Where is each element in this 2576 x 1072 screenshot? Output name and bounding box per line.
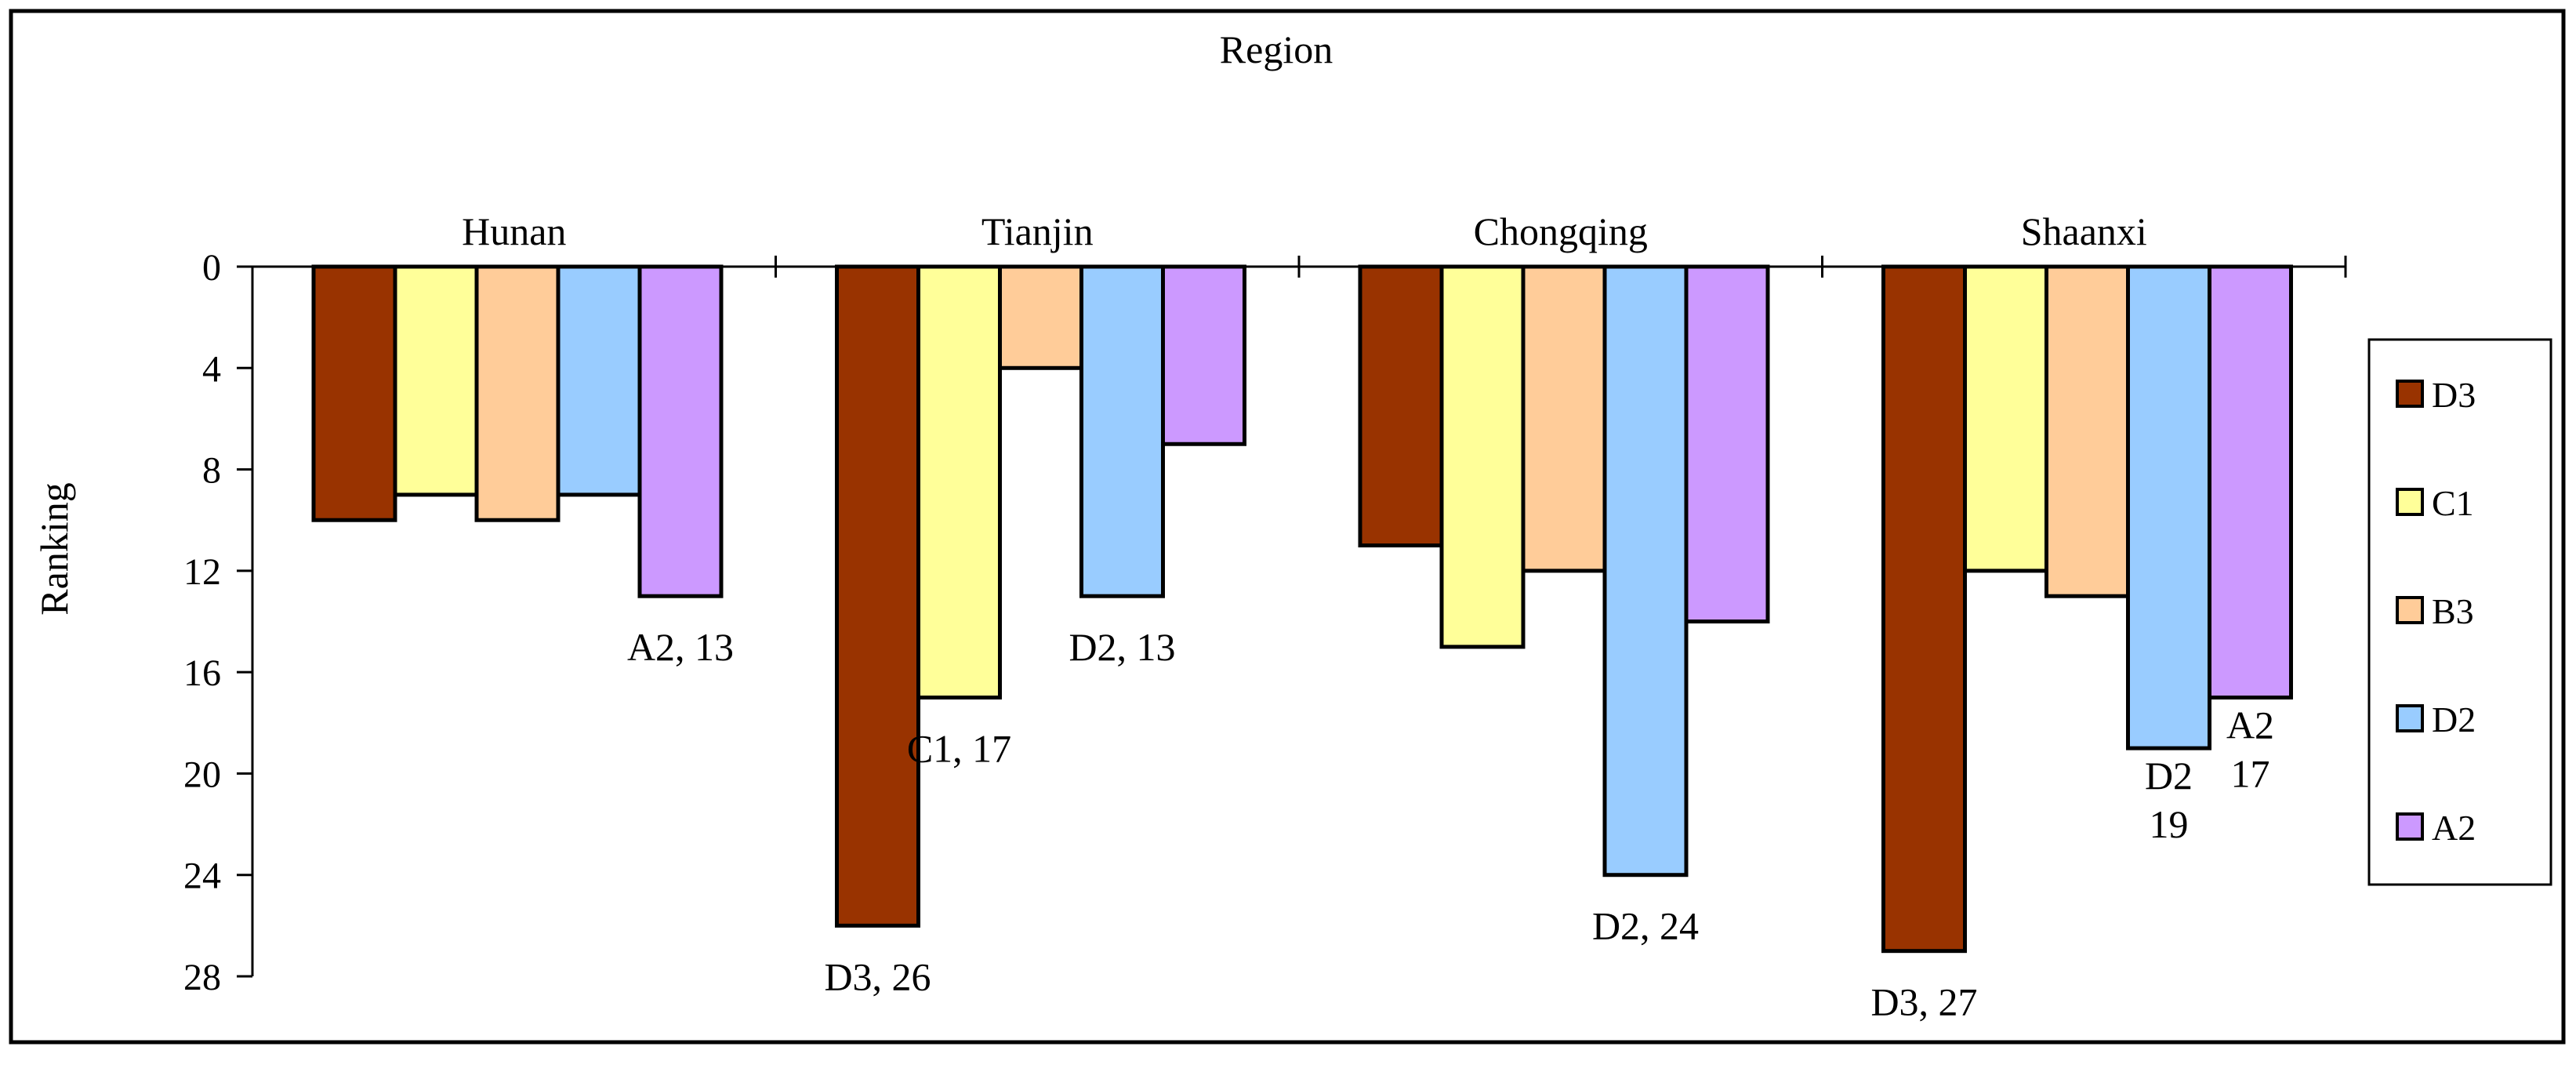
legend-label-b3: B3 xyxy=(2432,591,2474,631)
legend-swatch-b3 xyxy=(2396,596,2424,624)
category-label-hunan: Hunan xyxy=(462,209,566,253)
bar-shaanxi-d3 xyxy=(1881,264,1967,954)
legend-label-a2: A2 xyxy=(2432,808,2476,848)
bar-hunan-d2 xyxy=(556,264,642,497)
data-label-chongqing-d2: D2, 24 xyxy=(1592,904,1699,948)
data-label-shaanxi-a2: A2 17 xyxy=(2226,703,2274,795)
legend-label-d3: D3 xyxy=(2432,375,2476,415)
chart-title: Region xyxy=(1220,27,1333,71)
y-tick-label: 0 xyxy=(202,247,221,289)
legend-swatch-d3 xyxy=(2396,380,2424,408)
data-labels: A2, 13 D3, 26 C1, 17 D2, 13 D2, 24 D3, 27 D2 19… xyxy=(627,625,2274,1024)
legend-label-c1: C1 xyxy=(2432,483,2474,523)
bar-chongqing-d2 xyxy=(1602,264,1689,878)
category-label-chongqing: Chongqing xyxy=(1474,209,1648,253)
axes: 0 4 8 12 16 20 24 28 xyxy=(183,247,2347,998)
legend-label-d2: D2 xyxy=(2432,700,2476,739)
bar-chongqing-b3 xyxy=(1521,264,1607,573)
data-label-tianjin-d3: D3, 26 xyxy=(824,954,931,998)
y-axis-label: Ranking xyxy=(32,482,76,615)
y-tick-label: 4 xyxy=(202,348,221,390)
bar-hunan-c1 xyxy=(393,264,479,497)
y-tick-label: 28 xyxy=(183,957,221,998)
category-labels: Hunan Tianjin Chongqing Shaanxi xyxy=(462,209,2147,253)
legend-swatch-d2 xyxy=(2396,704,2424,732)
y-tick-label: 16 xyxy=(183,652,221,694)
y-tick-label: 8 xyxy=(202,450,221,492)
data-label-tianjin-c1: C1, 17 xyxy=(907,726,1011,770)
bars xyxy=(311,264,2293,954)
bar-hunan-a2 xyxy=(637,264,724,598)
bar-chongqing-c1 xyxy=(1439,264,1526,649)
bar-tianjin-a2 xyxy=(1161,264,1246,446)
category-label-shaanxi: Shaanxi xyxy=(2021,209,2147,253)
bar-hunan-b3 xyxy=(474,264,561,522)
data-label-hunan-a2: A2, 13 xyxy=(627,625,734,669)
y-tick-label: 12 xyxy=(183,551,221,593)
bar-chongqing-d3 xyxy=(1358,264,1444,548)
category-label-tianjin: Tianjin xyxy=(981,209,1094,253)
data-label-shaanxi-d2: D2 19 xyxy=(2145,754,2193,846)
bar-hunan-d3 xyxy=(311,264,397,522)
legend-items: D3 C1 B3 D2 A2 xyxy=(2396,375,2476,848)
bar-tianjin-d2 xyxy=(1079,264,1165,598)
bar-shaanxi-c1 xyxy=(1963,264,2048,573)
data-label-shaanxi-d3: D3, 27 xyxy=(1870,980,1977,1024)
bar-shaanxi-d2 xyxy=(2126,264,2211,750)
bar-shaanxi-a2 xyxy=(2208,264,2293,700)
bar-tianjin-d3 xyxy=(835,264,920,928)
bar-tianjin-b3 xyxy=(998,264,1083,370)
bar-shaanxi-b3 xyxy=(2044,264,2130,598)
y-tick-label: 20 xyxy=(183,754,221,795)
legend: D3 C1 B3 D2 A2 xyxy=(2367,338,2552,886)
bar-chongqing-a2 xyxy=(1684,264,1770,623)
y-tick-label: 24 xyxy=(183,856,221,897)
legend-swatch-c1 xyxy=(2396,488,2424,516)
bar-tianjin-c1 xyxy=(916,264,1002,700)
data-label-tianjin-d2: D2, 13 xyxy=(1068,625,1175,669)
legend-swatch-a2 xyxy=(2396,812,2424,841)
